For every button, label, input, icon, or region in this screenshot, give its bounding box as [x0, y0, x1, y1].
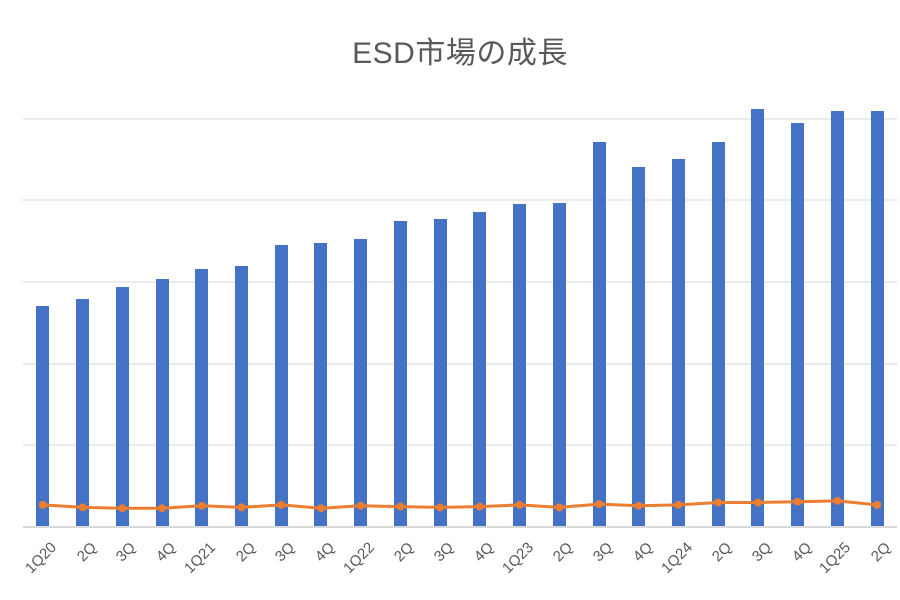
bar [552, 203, 566, 528]
bar [513, 204, 527, 528]
y-gridline [23, 444, 897, 447]
bar [274, 245, 288, 528]
bar [314, 242, 328, 528]
x-axis-label: 2Q [232, 539, 259, 566]
bar [393, 220, 407, 528]
x-axis-label: 4Q [152, 539, 180, 566]
bar [473, 212, 487, 528]
bar [115, 286, 129, 528]
bar [632, 166, 646, 528]
x-axis-label: 2Q [550, 539, 577, 566]
x-axis-label: 3Q [748, 539, 775, 566]
bar [235, 266, 248, 528]
bar [36, 306, 50, 528]
x-axis-label: 1Q22 [339, 539, 378, 577]
bar [711, 142, 725, 528]
x-axis-label: 1Q24 [657, 539, 696, 577]
x-axis-label: 1Q20 [21, 539, 60, 577]
bar [592, 142, 606, 528]
bar [354, 238, 368, 528]
x-axis-label: 4Q [470, 539, 497, 566]
bar [791, 123, 805, 528]
bar [830, 111, 844, 528]
x-axis-label: 4Q [629, 539, 656, 566]
x-axis-label: 1Q21 [180, 539, 219, 577]
x-axis-line [23, 526, 897, 528]
bar [751, 108, 765, 528]
bar [672, 158, 685, 528]
bar [433, 218, 447, 528]
x-axis-label: 1Q25 [816, 539, 855, 577]
bar [195, 268, 209, 528]
x-axis-label: 3Q [272, 539, 299, 566]
x-axis-label: 3Q [430, 539, 458, 566]
x-axis-label: 1Q23 [498, 539, 537, 577]
y-gridline [23, 117, 897, 120]
y-gridline [23, 199, 897, 202]
x-axis-label: 2Q [867, 539, 895, 566]
x-axis-label: 2Q [73, 539, 100, 566]
x-axis-label: 4Q [788, 539, 815, 566]
x-axis-label: 2Q [709, 539, 736, 566]
x-axis-label: 3Q [589, 539, 617, 566]
y-gridline [23, 362, 897, 365]
chart-title: ESD市場の成長 [352, 37, 568, 70]
x-axis-label: 3Q [113, 539, 140, 566]
x-axis-label: 4Q [311, 539, 338, 566]
x-axis-label: 2Q [391, 539, 418, 566]
y-gridline [23, 280, 897, 283]
bar [155, 279, 169, 528]
bar [870, 111, 884, 528]
bar [76, 299, 90, 528]
